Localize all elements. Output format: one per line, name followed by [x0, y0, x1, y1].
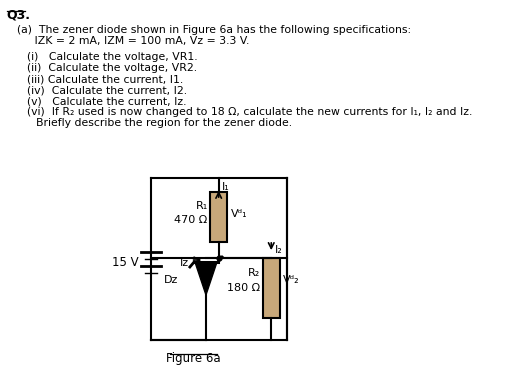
Text: (v)   Calculate the current, Iz.: (v) Calculate the current, Iz.: [27, 96, 187, 106]
Text: Q3.: Q3.: [7, 8, 31, 21]
Text: Vᵈ₂: Vᵈ₂: [283, 275, 300, 285]
Bar: [210, 192, 227, 242]
Text: Briefly describe the region for the zener diode.: Briefly describe the region for the zene…: [37, 118, 293, 128]
Text: Vᵈ₁: Vᵈ₁: [231, 209, 247, 219]
Text: (ii)  Calculate the voltage, VR2.: (ii) Calculate the voltage, VR2.: [27, 63, 197, 73]
Text: Figure 6a: Figure 6a: [166, 352, 221, 365]
Text: 180 Ω: 180 Ω: [227, 283, 260, 293]
Text: (a)  The zener diode shown in Figure 6a has the following specifications:: (a) The zener diode shown in Figure 6a h…: [17, 25, 411, 35]
Text: I₁: I₁: [222, 182, 230, 192]
Text: R₂: R₂: [248, 268, 260, 278]
Text: (i)   Calculate the voltage, VR1.: (i) Calculate the voltage, VR1.: [27, 52, 198, 62]
Text: Dᴢ: Dᴢ: [164, 275, 178, 285]
Text: (vi)  If R₂ used is now changed to 18 Ω, calculate the new currents for I₁, I₂ a: (vi) If R₂ used is now changed to 18 Ω, …: [27, 107, 473, 117]
Text: 15 V: 15 V: [113, 256, 139, 269]
Text: 470 Ω: 470 Ω: [174, 215, 208, 225]
Bar: [263, 258, 280, 318]
Polygon shape: [195, 262, 217, 295]
Text: IZK = 2 mA, IZM = 100 mA, Vz = 3.3 V.: IZK = 2 mA, IZM = 100 mA, Vz = 3.3 V.: [17, 36, 249, 46]
Text: R₁: R₁: [195, 201, 208, 211]
Text: Iᴢ: Iᴢ: [180, 258, 189, 268]
Text: (iv)  Calculate the current, I2.: (iv) Calculate the current, I2.: [27, 85, 187, 95]
Text: (iii) Calculate the current, I1.: (iii) Calculate the current, I1.: [27, 74, 184, 84]
Text: I₂: I₂: [275, 245, 282, 255]
